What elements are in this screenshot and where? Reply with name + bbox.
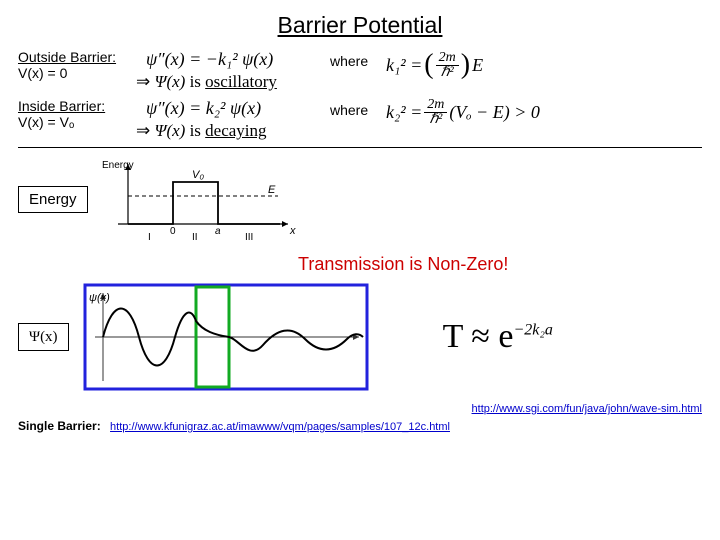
outside-conclusion: ⇒ Ψ(x) is oscillatory <box>136 72 326 92</box>
transmission-msg: Transmission is Non-Zero! <box>298 254 702 275</box>
inside-equation: ψ″(x) = k₂² ψ(x) <box>136 98 326 119</box>
inside-kdef: k₂² = 2mℏ² (Vₒ − E) > 0 <box>376 98 550 127</box>
row-outside: Outside Barrier: V(x) = 0 ψ″(x) = −k₁² ψ… <box>18 49 702 92</box>
energy-box: Energy <box>18 186 88 213</box>
svg-text:ψ(x): ψ(x) <box>89 292 110 304</box>
svg-text:0: 0 <box>170 226 176 237</box>
outside-where: where <box>326 49 376 69</box>
divider <box>18 147 702 148</box>
inside-where: where <box>326 98 376 118</box>
outside-equation: ψ″(x) = −k₁² ψ(x) <box>136 49 326 70</box>
energy-diagram-row: Energy V₀ E x Energy 0 a I II III <box>18 154 702 244</box>
svg-text:x: x <box>289 225 296 237</box>
row-inside: Inside Barrier: V(x) = Vₒ ψ″(x) = k₂² ψ(… <box>18 98 702 141</box>
wave-diagram-row: Ψ(x) ψ(x) T ≈ e−2k₂a <box>18 281 702 393</box>
outside-condition: V(x) = 0 <box>18 65 136 81</box>
transmission-formula: T ≈ e−2k₂a <box>443 318 553 356</box>
footer-label: Single Barrier: <box>18 419 101 433</box>
inside-heading: Inside Barrier: <box>18 98 136 114</box>
svg-text:II: II <box>192 232 198 243</box>
inside-conclusion: ⇒ Ψ(x) is decaying <box>136 121 326 141</box>
psi-box: Ψ(x) <box>18 323 69 351</box>
svg-text:I: I <box>148 232 151 243</box>
outside-heading: Outside Barrier: <box>18 49 136 65</box>
svg-text:III: III <box>245 232 253 243</box>
link-single-barrier[interactable]: http://www.kfunigraz.ac.at/imawww/vqm/pa… <box>110 421 450 433</box>
outside-kdef: k₁² = ( 2mℏ² ) E <box>376 49 493 81</box>
inside-condition: V(x) = Vₒ <box>18 114 136 130</box>
footer: Single Barrier: http://www.kfunigraz.ac.… <box>18 419 702 433</box>
page-title: Barrier Potential <box>18 12 702 39</box>
svg-text:Energy: Energy <box>102 160 134 171</box>
energy-diagram: V₀ E x Energy 0 a I II III <box>100 154 300 244</box>
wave-diagram: ψ(x) <box>81 281 371 393</box>
svg-text:V₀: V₀ <box>192 169 204 181</box>
svg-text:a: a <box>215 226 221 237</box>
svg-text:E: E <box>268 184 276 196</box>
link-wave-sim[interactable]: http://www.sgi.com/fun/java/john/wave-si… <box>472 403 702 415</box>
